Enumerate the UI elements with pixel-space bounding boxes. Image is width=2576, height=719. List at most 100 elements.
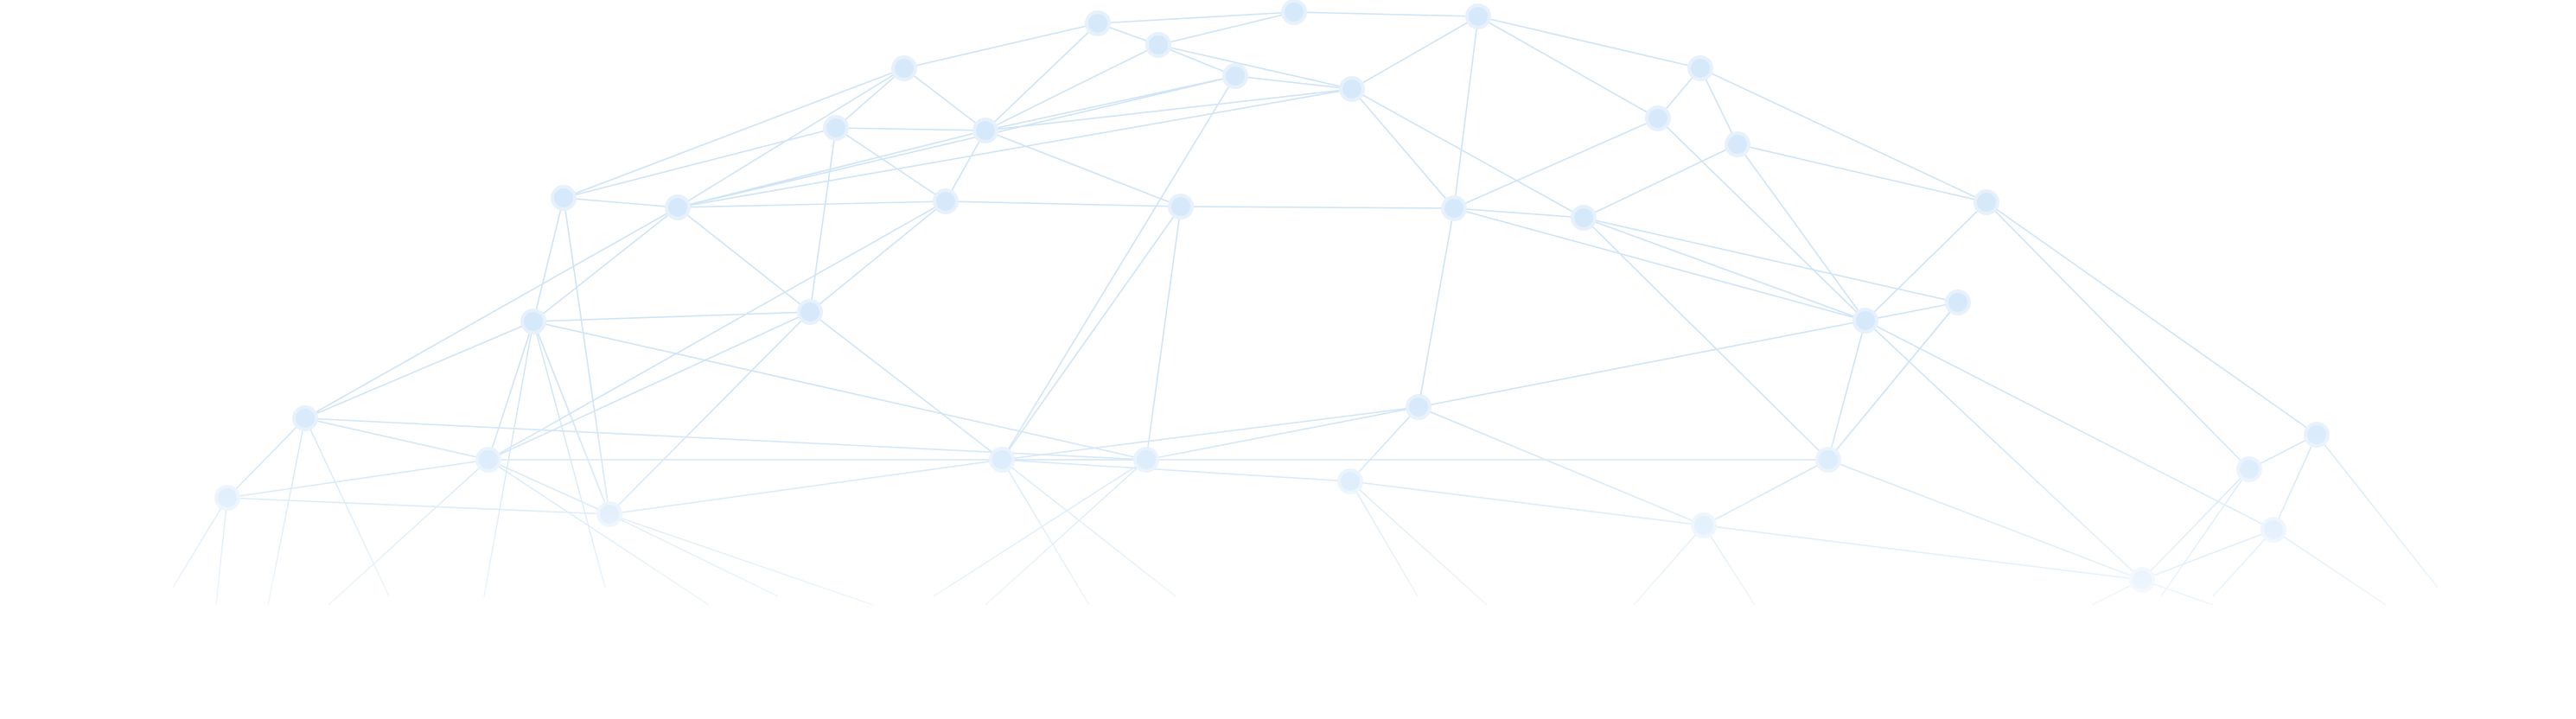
mesh-node — [292, 405, 318, 431]
mesh-edge — [488, 459, 610, 515]
mesh-edge-tail — [2316, 434, 2439, 589]
mesh-edge — [1349, 480, 1705, 526]
mesh-edge — [226, 459, 489, 499]
mesh-node — [2236, 456, 2262, 482]
mesh-edge-tail — [2160, 468, 2250, 597]
mesh-edge-tail — [609, 513, 874, 606]
mesh-edge — [1477, 16, 1659, 119]
mesh-edge — [1986, 201, 2318, 436]
mesh-edge — [1157, 44, 1236, 77]
mesh-edge — [1827, 320, 1866, 461]
mesh-edge-tail — [1001, 459, 1176, 597]
mesh-edge — [677, 207, 811, 313]
mesh-node — [520, 309, 546, 334]
mesh-edge — [809, 127, 837, 313]
mesh-node — [1168, 194, 1194, 220]
mesh-edge — [1657, 118, 1866, 321]
mesh-edge — [532, 321, 610, 515]
mesh-edge — [945, 200, 1182, 207]
mesh-node — [1222, 63, 1248, 89]
mesh-edge — [1703, 459, 1829, 526]
mesh-edge — [1157, 11, 1295, 46]
mesh-edge — [1827, 459, 2143, 581]
mesh-edge — [563, 197, 679, 208]
mesh-node — [1725, 131, 1750, 157]
mesh-node — [1085, 10, 1111, 36]
mesh-edge — [1986, 201, 2250, 470]
mesh-edge-tail — [1001, 459, 1090, 606]
mesh-edge — [985, 130, 1182, 207]
mesh-edge — [677, 200, 947, 208]
mesh-edge — [835, 127, 986, 131]
mesh-edge — [1001, 75, 1236, 461]
mesh-edge — [1418, 207, 1455, 408]
mesh-edge — [1351, 88, 1455, 209]
mesh-edge — [304, 207, 679, 419]
mesh-edge — [1097, 11, 1295, 24]
mesh-edge-tail — [488, 459, 710, 606]
mesh-node — [1441, 195, 1467, 221]
mesh-node — [1945, 290, 1971, 315]
mesh-edge-tail — [532, 321, 606, 589]
mesh-edge — [488, 321, 534, 461]
mesh-edge — [1865, 320, 2274, 531]
mesh-edge — [1001, 406, 1419, 461]
mesh-edge — [304, 417, 1147, 461]
mesh-edge — [1293, 11, 1479, 17]
mesh-edge — [609, 459, 1003, 515]
mesh-edge — [809, 311, 1003, 461]
mesh-node — [823, 115, 849, 141]
mesh-edge — [563, 67, 905, 199]
mesh-edge — [1583, 217, 1866, 321]
mesh-node — [596, 501, 622, 527]
mesh-edge — [1145, 406, 1419, 461]
mesh-edge — [2141, 529, 2274, 581]
mesh-edges — [172, 11, 2439, 606]
mesh-node — [665, 194, 691, 220]
mesh-node — [1281, 0, 1307, 25]
mesh-node — [551, 185, 577, 211]
mesh-edge — [1583, 143, 1738, 219]
mesh-edge-tail — [1703, 525, 1756, 606]
mesh-edge — [677, 75, 1236, 208]
mesh-layer — [172, 0, 2439, 606]
mesh-edge — [226, 417, 306, 499]
mesh-node — [989, 447, 1015, 473]
mesh-edge — [2273, 434, 2318, 531]
mesh-node — [1571, 205, 1597, 231]
mesh-node — [1337, 468, 1363, 494]
mesh-edge — [532, 207, 679, 322]
mesh-edge — [1001, 206, 1182, 461]
mesh-node — [1852, 308, 1878, 334]
mesh-edge — [903, 67, 986, 131]
mesh-node — [891, 55, 917, 81]
mesh-edge — [563, 127, 837, 199]
mesh-edge — [488, 200, 947, 461]
mesh-edge — [809, 200, 947, 313]
mesh-edge — [1418, 406, 1705, 526]
mesh-edge — [835, 67, 905, 129]
mesh-edge — [985, 75, 1236, 131]
mesh-node — [1406, 394, 1431, 420]
mesh-edge — [532, 197, 564, 322]
mesh-edge — [1180, 206, 1455, 209]
mesh-node — [2304, 422, 2330, 448]
mesh-edge-tail — [215, 497, 228, 606]
mesh-edge — [1583, 217, 1829, 461]
mesh-edge — [532, 321, 1147, 461]
mesh-edge — [1349, 406, 1419, 482]
mesh-edge-tail — [304, 417, 390, 597]
mesh-edge — [1453, 207, 1866, 321]
mesh-edge — [1703, 525, 2143, 581]
mesh-edge-tail — [267, 417, 306, 606]
mesh-edge — [835, 127, 947, 202]
mesh-node — [1133, 447, 1159, 473]
mesh-edge-tail — [1633, 525, 1705, 606]
mesh-edge — [1699, 67, 1987, 203]
mesh-edge — [2141, 468, 2250, 581]
mesh-edge-tail — [172, 497, 228, 589]
mesh-node — [1339, 76, 1365, 102]
mesh-edge — [304, 321, 534, 419]
